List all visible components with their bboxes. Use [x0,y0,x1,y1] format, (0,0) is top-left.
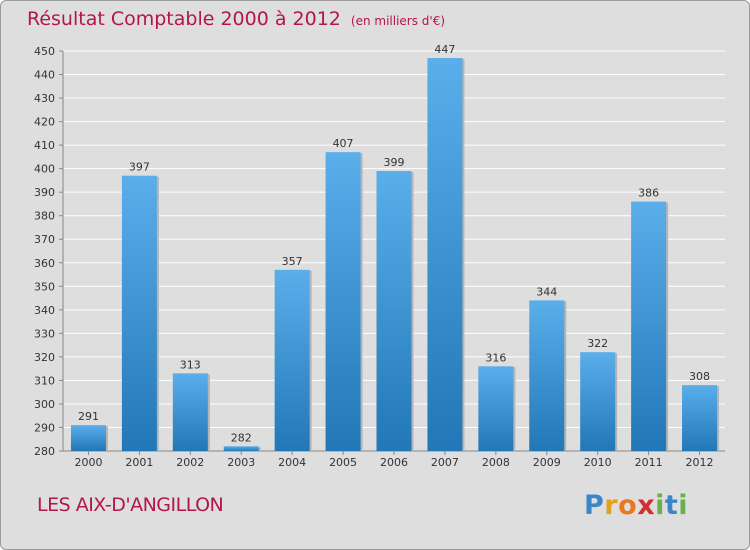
y-tick-label: 370 [34,233,55,246]
y-tick-label: 400 [34,163,55,176]
data-labels: 291 397 313 282 357 407 399 447 316 344 322 386 308 [78,43,710,444]
x-tick-label: 2002 [176,456,204,469]
x-tick-label: 2004 [278,456,306,469]
x-tick-label: 2005 [329,456,357,469]
data-label: 308 [689,370,710,383]
data-label: 407 [333,137,354,150]
chart-subtitle: (en milliers d'€) [350,14,446,28]
x-tick-label: 2010 [584,456,612,469]
data-label: 399 [384,156,405,169]
y-tick-label: 430 [34,92,55,105]
y-tick-label: 330 [34,327,55,340]
data-label: 313 [180,358,201,371]
y-tick-label: 310 [34,374,55,387]
data-label: 447 [434,43,455,56]
bar [631,201,667,451]
bar [682,385,718,451]
y-tick-label: 440 [34,69,55,82]
data-label: 316 [485,351,506,364]
y-tick-labels: 280 290 300 310 320 330 340 350 360 370 380 390 400 4… [34,45,55,458]
y-tick-label: 420 [34,116,55,129]
x-tick-label: 2006 [380,456,408,469]
x-tick-label: 2008 [482,456,510,469]
bar [274,269,310,451]
data-label: 282 [231,431,252,444]
x-tick-label: 2003 [227,456,255,469]
y-tick-label: 340 [34,304,55,317]
y-tick-label: 320 [34,351,55,364]
y-tick-label: 290 [34,421,55,434]
y-tick-label: 410 [34,139,55,152]
y-tick-label: 300 [34,398,55,411]
proxiti-logo: Proxiti [584,490,689,521]
x-tick-label: 2009 [533,456,561,469]
x-tick-label: 2000 [74,456,102,469]
data-label: 322 [587,337,608,350]
bar [376,171,412,451]
bar [223,446,259,451]
data-label: 344 [536,285,557,298]
bar [427,58,463,451]
bar [172,373,208,451]
y-tick-label: 360 [34,257,55,270]
bar [529,300,565,451]
y-tick-label: 390 [34,186,55,199]
bar [580,352,616,451]
y-tick-label: 350 [34,280,55,293]
bar [121,175,157,452]
bar [478,366,514,451]
data-label: 357 [282,255,303,268]
data-label: 386 [638,187,659,200]
x-tick-label: 2007 [431,456,459,469]
data-label: 397 [129,161,150,174]
y-tick-label: 280 [34,445,55,458]
data-label: 291 [78,410,99,423]
x-tick-labels: 2000 2001 2002 2003 2004 2005 2006 2007 2008 2009… [74,456,713,469]
chart-title-text: Résultat Comptable 2000 à 2012 [27,8,341,30]
bars [70,58,720,452]
y-tick-label: 380 [34,210,55,223]
commune-name: LES AIX-D'ANGILLON [37,494,224,516]
x-tick-label: 2012 [686,456,714,469]
chart-title: Résultat Comptable 2000 à 2012 (en millie… [27,8,445,30]
y-tick-label: 450 [34,45,55,58]
bar [325,152,361,452]
bar [70,425,106,451]
x-tick-label: 2011 [635,456,663,469]
x-tick-label: 2001 [125,456,153,469]
